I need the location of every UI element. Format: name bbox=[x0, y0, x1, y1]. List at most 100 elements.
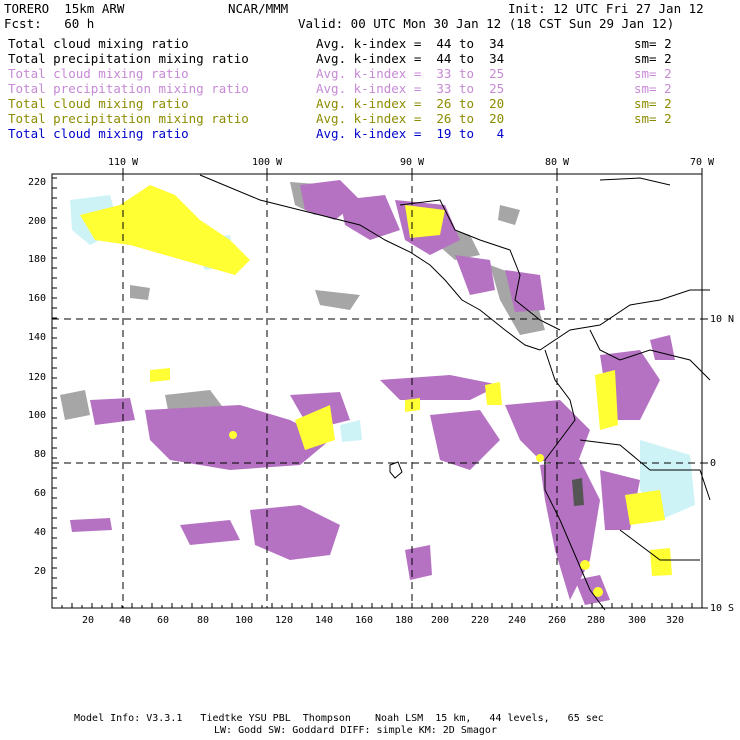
gray-cloud-area bbox=[315, 290, 360, 310]
lat-label: 10 S bbox=[710, 603, 734, 614]
gray-cloud-area bbox=[130, 285, 150, 300]
map-frame bbox=[51, 173, 703, 609]
south-america-west-coast bbox=[544, 349, 606, 611]
physics-info: LW: Godd SW: Goddard DIFF: simple KM: 2D… bbox=[214, 725, 497, 736]
forecast-hour: Fcst: 60 h bbox=[4, 16, 95, 31]
y-tick-label: 100 bbox=[28, 410, 46, 421]
map-fields bbox=[60, 180, 695, 605]
yellow-precip-cell bbox=[580, 560, 590, 570]
dark-core-area bbox=[572, 478, 584, 506]
purple-precip-area bbox=[430, 410, 500, 470]
valid-time: Valid: 00 UTC Mon 30 Jan 12 (18 CST Sun … bbox=[298, 16, 675, 31]
legend-field: Total precipitation mixing ratio bbox=[8, 81, 249, 96]
legend-smooth: sm= 2 bbox=[634, 81, 672, 96]
yellow-precip-area bbox=[625, 490, 665, 525]
lat-lon-grid bbox=[52, 174, 702, 608]
legend-field: Total cloud mixing ratio bbox=[8, 96, 189, 111]
x-tick-label: 140 bbox=[315, 615, 333, 626]
y-tick-label: 80 bbox=[34, 449, 46, 460]
purple-precip-area bbox=[340, 195, 400, 240]
coastlines bbox=[199, 174, 711, 611]
legend-field: Total cloud mixing ratio bbox=[8, 126, 189, 141]
purple-precip-area bbox=[145, 405, 330, 470]
y-tick-label: 180 bbox=[28, 254, 46, 265]
x-tick-label: 160 bbox=[355, 615, 373, 626]
legend-kindex: Avg. k-index = 33 to 25 bbox=[316, 66, 505, 81]
frame-ticks bbox=[122, 168, 708, 609]
legend-kindex: Avg. k-index = 44 to 34 bbox=[316, 36, 505, 51]
yellow-precip-area bbox=[405, 205, 445, 238]
purple-precip-area bbox=[70, 518, 112, 532]
x-tick-label: 20 bbox=[82, 615, 94, 626]
legend-field: Total cloud mixing ratio bbox=[8, 66, 189, 81]
yellow-precip-area bbox=[295, 405, 335, 450]
yellow-precip-area bbox=[650, 548, 672, 576]
y-tick-label: 40 bbox=[34, 527, 46, 538]
x-tick-label: 80 bbox=[197, 615, 209, 626]
y-tick-label: 120 bbox=[28, 372, 46, 383]
purple-precip-area bbox=[380, 375, 500, 400]
x-axis-ticks bbox=[51, 603, 703, 608]
y-tick-label: 200 bbox=[28, 216, 46, 227]
interior-border bbox=[619, 529, 700, 561]
cyan-cloud-area bbox=[340, 420, 362, 442]
y-axis-ticks bbox=[52, 177, 57, 609]
yellow-precip-area bbox=[485, 382, 502, 405]
x-tick-label: 100 bbox=[235, 615, 253, 626]
purple-precip-area bbox=[405, 545, 432, 580]
lon-label: 80 W bbox=[545, 157, 570, 168]
lat-label: 0 bbox=[710, 458, 716, 469]
x-tick-label: 280 bbox=[587, 615, 605, 626]
x-tick-label: 320 bbox=[666, 615, 684, 626]
legend-kindex: Avg. k-index = 44 to 34 bbox=[316, 51, 505, 66]
lon-label: 100 W bbox=[252, 157, 283, 168]
y-tick-label: 140 bbox=[28, 332, 46, 343]
x-tick-label: 40 bbox=[119, 615, 131, 626]
lon-label: 70 W bbox=[690, 157, 715, 168]
central-america-coast bbox=[199, 174, 541, 351]
x-tick-label: 220 bbox=[471, 615, 489, 626]
legend-kindex: Avg. k-index = 33 to 25 bbox=[316, 81, 505, 96]
legend-smooth: sm= 2 bbox=[634, 51, 672, 66]
y-tick-label: 60 bbox=[34, 488, 46, 499]
y-tick-label: 160 bbox=[28, 293, 46, 304]
org-label: NCAR/MMM bbox=[228, 1, 289, 16]
x-tick-label: 200 bbox=[431, 615, 449, 626]
model-info: Model Info: V3.3.1 Tiedtke YSU PBL Thomp… bbox=[74, 713, 604, 724]
purple-precip-area bbox=[455, 255, 495, 295]
lon-label: 90 W bbox=[400, 157, 425, 168]
yellow-precip-cell bbox=[229, 431, 237, 439]
yellow-precip-cell bbox=[593, 587, 603, 597]
legend-smooth: sm= 2 bbox=[634, 36, 672, 51]
interior-border bbox=[579, 439, 711, 501]
model-title: TORERO 15km ARW bbox=[4, 1, 125, 16]
legend-field: Total precipitation mixing ratio bbox=[8, 51, 249, 66]
yellow-precip-area bbox=[80, 185, 250, 275]
x-tick-label: 300 bbox=[628, 615, 646, 626]
yellow-precip-area bbox=[595, 370, 618, 430]
legend-smooth: sm= 2 bbox=[634, 66, 672, 81]
legend-kindex: Avg. k-index = 26 to 20 bbox=[316, 96, 505, 111]
legend-smooth: sm= 2 bbox=[634, 111, 672, 126]
cuba-coast bbox=[599, 177, 671, 186]
yellow-precip-area bbox=[150, 368, 170, 382]
lat-label: 10 N bbox=[710, 314, 734, 325]
caribbean-coast bbox=[399, 199, 561, 331]
south-america-north-coast bbox=[539, 289, 710, 351]
x-tick-label: 260 bbox=[548, 615, 566, 626]
x-tick-label: 60 bbox=[157, 615, 169, 626]
galapagos-islands bbox=[389, 461, 403, 479]
legend-field: Total precipitation mixing ratio bbox=[8, 111, 249, 126]
purple-precip-area bbox=[90, 398, 135, 425]
gray-cloud-area bbox=[498, 205, 520, 225]
purple-precip-area bbox=[250, 505, 340, 560]
legend-field: Total cloud mixing ratio bbox=[8, 36, 189, 51]
purple-precip-area bbox=[505, 400, 590, 470]
x-tick-label: 240 bbox=[508, 615, 526, 626]
y-tick-label: 220 bbox=[28, 177, 46, 188]
yellow-precip-cell bbox=[536, 454, 544, 462]
andes-border bbox=[589, 329, 711, 381]
legend-kindex: Avg. k-index = 26 to 20 bbox=[316, 111, 505, 126]
legend-smooth: sm= 2 bbox=[634, 96, 672, 111]
